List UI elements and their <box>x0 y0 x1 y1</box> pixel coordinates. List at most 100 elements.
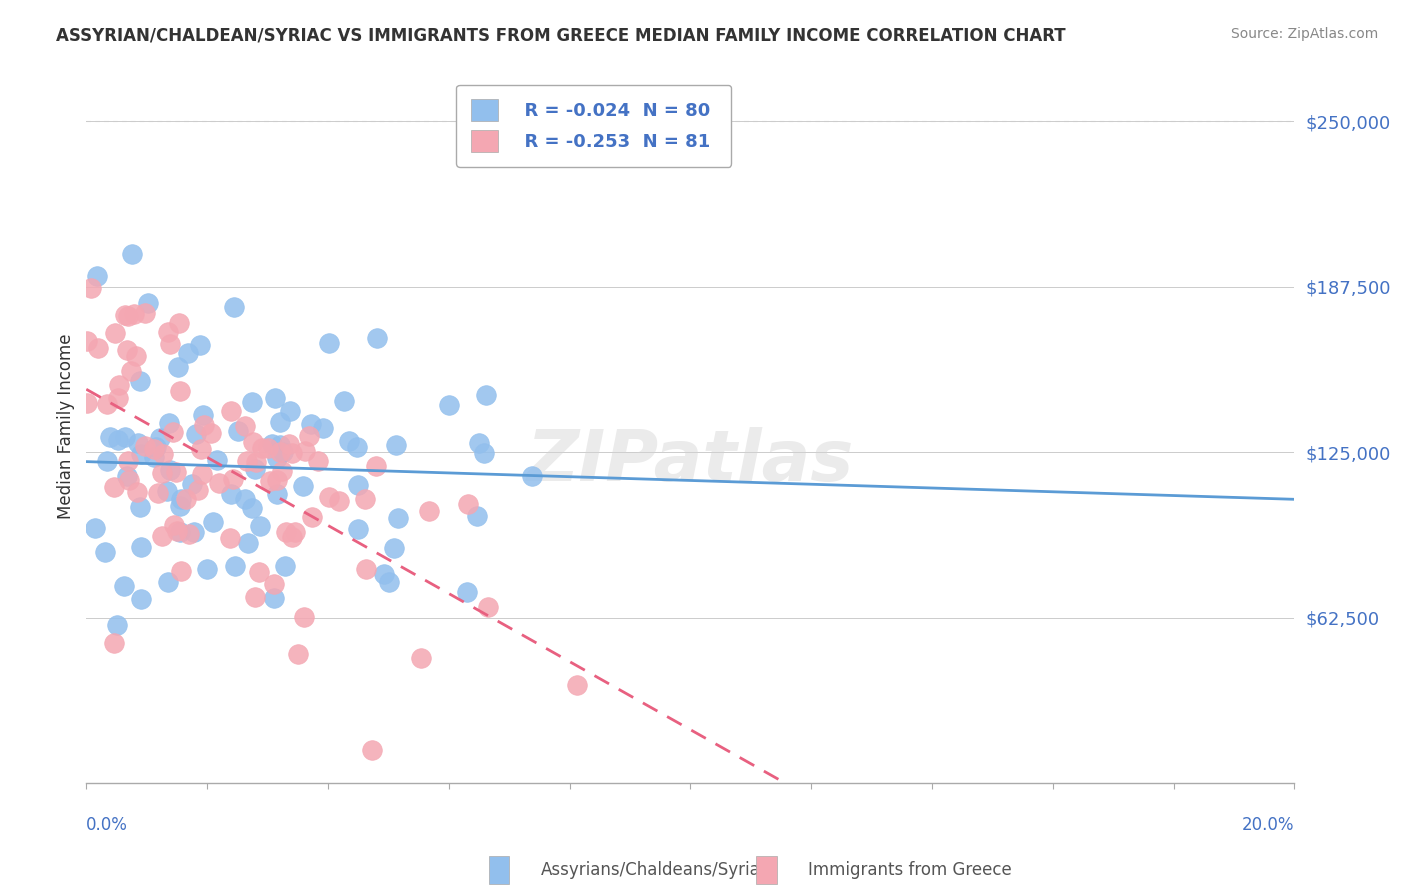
Point <box>311 421 333 435</box>
Point <box>437 398 460 412</box>
Point <box>129 540 152 554</box>
Point <box>360 743 382 757</box>
Point <box>468 436 491 450</box>
Point <box>174 491 197 506</box>
Point <box>299 417 322 431</box>
Point <box>152 447 174 461</box>
Point <box>169 500 191 514</box>
Point <box>181 477 204 491</box>
Point <box>200 426 222 441</box>
Point <box>307 454 329 468</box>
Point <box>114 308 136 322</box>
Point <box>522 469 544 483</box>
Point <box>107 392 129 406</box>
Point <box>226 424 249 438</box>
Point <box>167 359 190 374</box>
Point <box>240 501 263 516</box>
Point <box>233 419 256 434</box>
Point <box>287 647 309 661</box>
Point <box>125 485 148 500</box>
Point <box>259 475 281 489</box>
Point <box>163 517 186 532</box>
Point <box>219 487 242 501</box>
Point <box>337 434 360 448</box>
Point <box>277 437 299 451</box>
Point <box>191 467 214 481</box>
Text: ASSYRIAN/CHALDEAN/SYRIAC VS IMMIGRANTS FROM GREECE MEDIAN FAMILY INCOME CORRELAT: ASSYRIAN/CHALDEAN/SYRIAC VS IMMIGRANTS F… <box>56 27 1066 45</box>
Point <box>269 445 291 459</box>
Point <box>205 452 228 467</box>
Point <box>159 336 181 351</box>
Point <box>193 418 215 433</box>
Point <box>250 441 273 455</box>
Point <box>169 384 191 399</box>
Point <box>115 343 138 358</box>
Point <box>150 467 173 481</box>
Point <box>274 524 297 539</box>
Point <box>264 391 287 405</box>
Point <box>457 497 479 511</box>
Point <box>382 541 405 555</box>
Point <box>263 591 285 605</box>
Point <box>294 443 316 458</box>
Point <box>274 558 297 573</box>
Point <box>142 442 165 456</box>
Point <box>145 441 167 455</box>
Point <box>333 394 356 409</box>
Point <box>149 431 172 445</box>
Text: 0.0%: 0.0% <box>86 815 128 834</box>
Point <box>193 408 215 422</box>
Point <box>190 442 212 456</box>
Point <box>565 678 588 692</box>
Point <box>117 309 139 323</box>
Point <box>115 468 138 483</box>
Point <box>107 433 129 447</box>
Point <box>98 429 121 443</box>
Point <box>373 566 395 581</box>
Point <box>278 404 301 418</box>
Point <box>218 532 240 546</box>
Point <box>249 518 271 533</box>
Point <box>221 472 243 486</box>
Point <box>188 338 211 352</box>
Point <box>202 516 225 530</box>
Point <box>134 306 156 320</box>
Point <box>346 440 368 454</box>
Point <box>122 307 145 321</box>
Point <box>104 326 127 340</box>
Point <box>177 346 200 360</box>
Point <box>177 527 200 541</box>
Point <box>157 575 180 590</box>
Point <box>156 483 179 498</box>
Point <box>465 509 488 524</box>
Point <box>238 535 260 549</box>
Point <box>169 525 191 540</box>
Point <box>378 574 401 589</box>
Point <box>242 395 264 409</box>
Point <box>86 268 108 283</box>
Point <box>281 446 304 460</box>
Point <box>224 559 246 574</box>
Point <box>103 480 125 494</box>
Point <box>114 430 136 444</box>
Point <box>170 492 193 507</box>
Legend:   R = -0.024  N = 80,   R = -0.253  N = 81 : R = -0.024 N = 80, R = -0.253 N = 81 <box>456 85 731 167</box>
Point <box>170 564 193 578</box>
Point <box>219 404 242 418</box>
Point <box>284 524 307 539</box>
Point <box>166 524 188 539</box>
Point <box>269 416 291 430</box>
Point <box>347 523 370 537</box>
Point <box>328 493 350 508</box>
Point <box>222 300 245 314</box>
Point <box>243 590 266 604</box>
Point <box>143 450 166 465</box>
Point <box>472 446 495 460</box>
Point <box>84 521 107 535</box>
Point <box>136 296 159 310</box>
Point <box>187 483 209 497</box>
Point <box>245 455 267 469</box>
Point <box>125 349 148 363</box>
Point <box>257 441 280 455</box>
Text: Assyrians/Chaldeans/Syriacs: Assyrians/Chaldeans/Syriacs <box>541 861 779 879</box>
